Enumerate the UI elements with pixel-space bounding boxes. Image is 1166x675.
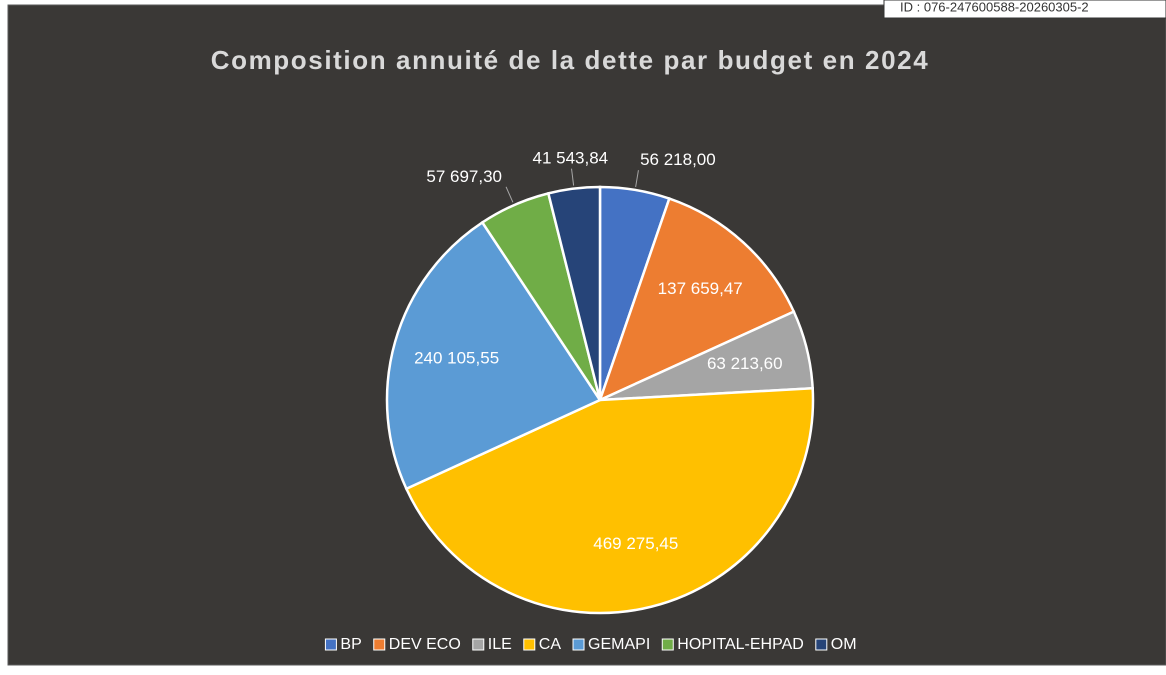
chart-title: Composition annuité de la dette par budg… (211, 45, 930, 75)
value-label: 56 218,00 (640, 150, 716, 169)
value-label: 57 697,30 (426, 167, 502, 186)
stamp: ID : 076-247600588-20260305-2 (900, 0, 1089, 14)
legend-label: OM (831, 636, 857, 653)
stamp-box (883, 0, 1166, 19)
legend-swatch (661, 638, 674, 651)
slices (385, 185, 815, 615)
legend-swatch (472, 638, 485, 651)
legend: BP DEV ECO ILE CA GEMAPI HOPITAL-EHPAD OM (324, 636, 857, 653)
legend-label: HOPITAL-EHPAD (677, 636, 804, 653)
legend-label: BP (340, 636, 361, 653)
legend-label: GEMAPI (588, 636, 650, 653)
leader-line (635, 170, 639, 188)
value-label: 63 213,60 (707, 354, 783, 373)
leader-line (505, 186, 514, 203)
legend-label: ILE (488, 636, 512, 653)
legend-swatch (373, 638, 386, 651)
pie-slice (404, 386, 815, 615)
legend-swatch (523, 638, 536, 651)
legend-label: CA (539, 636, 562, 653)
pie-slice (597, 197, 796, 403)
value-label: 41 543,84 (532, 148, 608, 167)
pie-slice (385, 220, 602, 491)
value-label: 240 105,55 (414, 349, 499, 368)
legend-swatch (815, 638, 828, 651)
leader-line (571, 168, 575, 186)
value-labels: 56 218,00 137 659,47 63 213,60 469 275,45 24… (414, 148, 783, 553)
legend-swatch (324, 638, 337, 651)
value-label: 469 275,45 (593, 534, 678, 553)
pie-slice (546, 185, 602, 401)
value-label: 137 659,47 (658, 279, 743, 298)
legend-swatch (572, 638, 585, 651)
legend-label: DEV ECO (389, 636, 461, 653)
